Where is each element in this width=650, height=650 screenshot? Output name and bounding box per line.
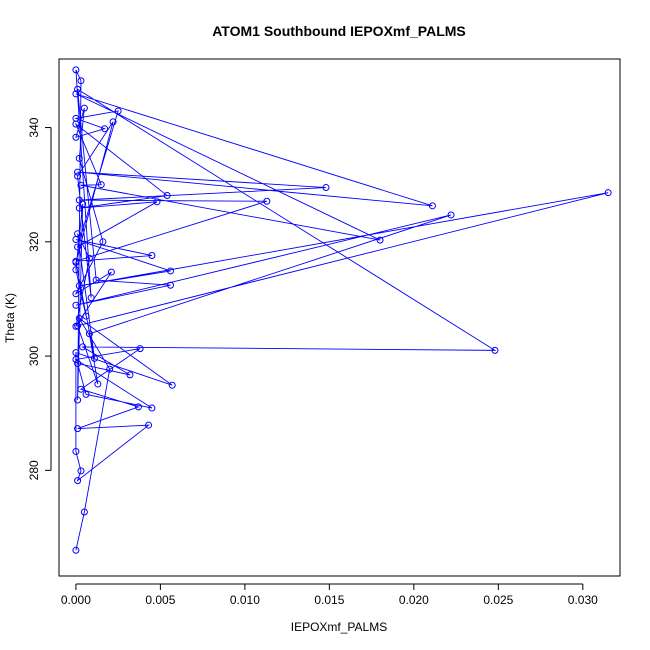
x-tick-label: 0.030: [568, 593, 598, 607]
data-point: [74, 425, 82, 433]
data-point: [447, 211, 455, 219]
data-point: [80, 104, 88, 112]
y-tick-label: 320: [27, 231, 41, 251]
data-point: [72, 322, 80, 330]
x-axis-label: IEPOXmf_PALMS: [291, 620, 387, 634]
data-point: [163, 192, 171, 200]
y-tick-label: 340: [27, 117, 41, 137]
plot-frame: [58, 58, 621, 577]
y-axis: 280 300 320 340: [27, 117, 52, 480]
data-point: [90, 354, 98, 362]
data-point: [263, 197, 271, 205]
data-point: [72, 355, 80, 363]
data-point: [72, 66, 80, 74]
data-point: [136, 345, 144, 353]
data-point: [82, 312, 90, 320]
data-point: [85, 254, 93, 262]
data-point: [72, 258, 80, 266]
x-tick-label: 0.005: [145, 593, 175, 607]
data-point: [74, 172, 82, 180]
data-point: [74, 477, 82, 485]
data-point: [428, 202, 436, 210]
data-point: [75, 314, 83, 322]
data-point: [167, 267, 175, 275]
data-point: [87, 294, 95, 302]
y-tick-label: 280: [27, 460, 41, 480]
data-point: [77, 77, 85, 85]
data-point: [80, 508, 88, 516]
data-point: [74, 85, 82, 93]
chart-title: ATOM1 Southbound IEPOXmf_PALMS: [212, 23, 466, 39]
data-point: [114, 107, 122, 115]
data-point: [82, 390, 90, 398]
data-point: [376, 236, 384, 244]
data-point: [109, 118, 117, 126]
data-point: [145, 421, 153, 429]
data-point: [74, 243, 82, 251]
data-point: [72, 447, 80, 455]
x-tick-label: 0.010: [230, 593, 260, 607]
data-point: [92, 276, 100, 284]
data-point: [72, 290, 80, 298]
data-point: [74, 396, 82, 404]
y-tick-label: 300: [27, 346, 41, 366]
data-point: [101, 125, 109, 133]
data-point: [75, 204, 83, 212]
data-point: [72, 301, 80, 309]
data-point: [72, 133, 80, 141]
data-point: [79, 200, 87, 208]
data-point: [72, 90, 80, 98]
data-point: [79, 343, 87, 351]
data-point: [74, 230, 82, 238]
data-point: [148, 404, 156, 412]
data-point: [167, 281, 175, 289]
data-point: [85, 330, 93, 338]
x-tick-label: 0.020: [399, 593, 429, 607]
data-point: [99, 238, 107, 246]
data-point: [77, 385, 85, 393]
data-point: [72, 546, 80, 554]
data-point: [94, 380, 102, 388]
x-tick-label: 0.025: [483, 593, 513, 607]
data-point: [72, 349, 80, 357]
data-point: [126, 371, 134, 379]
data-point: [168, 381, 176, 389]
data-point: [72, 114, 80, 122]
data-point: [107, 268, 115, 276]
y-axis-label: Theta (K): [3, 293, 17, 343]
x-tick-label: 0.015: [314, 593, 344, 607]
data-point: [134, 403, 142, 411]
series-line: [74, 69, 609, 551]
x-axis: 0.000 0.005 0.010 0.015 0.020 0.025 0.030: [61, 583, 598, 607]
data-point: [604, 189, 612, 197]
data-point: [148, 252, 156, 260]
data-point: [106, 365, 114, 373]
data-point: [77, 467, 85, 475]
data-point: [75, 282, 83, 290]
data-point: [97, 181, 105, 189]
data-point: [75, 196, 83, 204]
data-point: [72, 266, 80, 274]
data-point: [74, 359, 82, 367]
data-point: [322, 184, 330, 192]
data-point: [75, 154, 83, 162]
data-point: [153, 198, 161, 206]
data-point: [491, 346, 499, 354]
data-point: [74, 168, 82, 176]
data-point: [77, 181, 85, 189]
x-tick-label: 0.000: [61, 593, 91, 607]
series-layer: [72, 66, 612, 554]
